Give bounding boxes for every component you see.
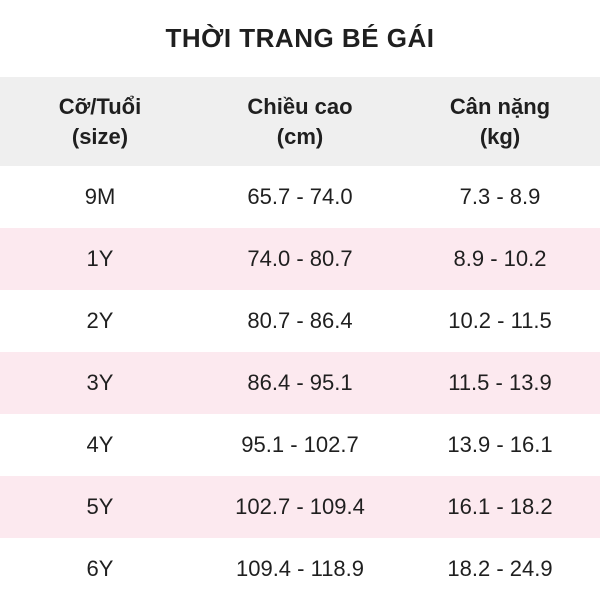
height-cell: 80.7 - 86.4 <box>247 308 353 333</box>
weight-cell: 18.2 - 24.9 <box>447 556 553 581</box>
column-header-unit: (size) <box>71 123 129 149</box>
table-row: 3Y 86.4 - 95.1 11.5 - 13.9 <box>0 352 600 414</box>
size-table: Cỡ/Tuổi (size) Chiều cao (cm) Cân nặng (… <box>0 77 600 600</box>
table-row: 5Y 102.7 - 109.4 16.1 - 18.2 <box>0 476 600 538</box>
height-cell: 65.7 - 74.0 <box>247 184 353 209</box>
weight-cell: 16.1 - 18.2 <box>447 494 553 519</box>
page-title: THỜI TRANG BÉ GÁI <box>165 23 435 53</box>
size-cell: 9M <box>84 184 116 209</box>
column-header-label: Cỡ/Tuổi <box>58 93 142 119</box>
weight-cell: 7.3 - 8.9 <box>459 184 541 209</box>
table-header-row: Cỡ/Tuổi (size) Chiều cao (cm) Cân nặng (… <box>0 77 600 166</box>
weight-cell: 13.9 - 16.1 <box>447 432 553 457</box>
weight-cell: 11.5 - 13.9 <box>448 370 552 395</box>
column-header-unit: (cm) <box>276 123 324 149</box>
size-cell: 4Y <box>86 432 114 457</box>
table-row: 4Y 95.1 - 102.7 13.9 - 16.1 <box>0 414 600 476</box>
column-header-weight: Cân nặng (kg) <box>400 77 600 166</box>
column-header-label: Chiều cao <box>247 93 353 119</box>
column-header-height: Chiều cao (cm) <box>200 77 400 166</box>
table-row: 1Y 74.0 - 80.7 8.9 - 10.2 <box>0 228 600 290</box>
size-cell: 1Y <box>86 246 114 271</box>
column-header-size: Cỡ/Tuổi (size) <box>0 77 200 166</box>
height-cell: 95.1 - 102.7 <box>241 432 359 457</box>
weight-cell: 10.2 - 11.5 <box>448 308 552 333</box>
height-cell: 86.4 - 95.1 <box>247 370 353 395</box>
weight-cell: 8.9 - 10.2 <box>453 246 547 271</box>
size-cell: 6Y <box>86 556 114 581</box>
table-row: 2Y 80.7 - 86.4 10.2 - 11.5 <box>0 290 600 352</box>
table-row: 6Y 109.4 - 118.9 18.2 - 24.9 <box>0 538 600 600</box>
height-cell: 74.0 - 80.7 <box>247 246 353 271</box>
column-header-label: Cân nặng <box>449 93 551 119</box>
table-row: 9M 65.7 - 74.0 7.3 - 8.9 <box>0 166 600 228</box>
column-header-unit: (kg) <box>479 123 521 149</box>
title-bar: THỜI TRANG BÉ GÁI <box>0 0 600 77</box>
height-cell: 102.7 - 109.4 <box>235 494 365 519</box>
size-cell: 5Y <box>86 494 114 519</box>
size-cell: 3Y <box>86 370 114 395</box>
size-cell: 2Y <box>86 308 114 333</box>
height-cell: 109.4 - 118.9 <box>235 556 365 581</box>
